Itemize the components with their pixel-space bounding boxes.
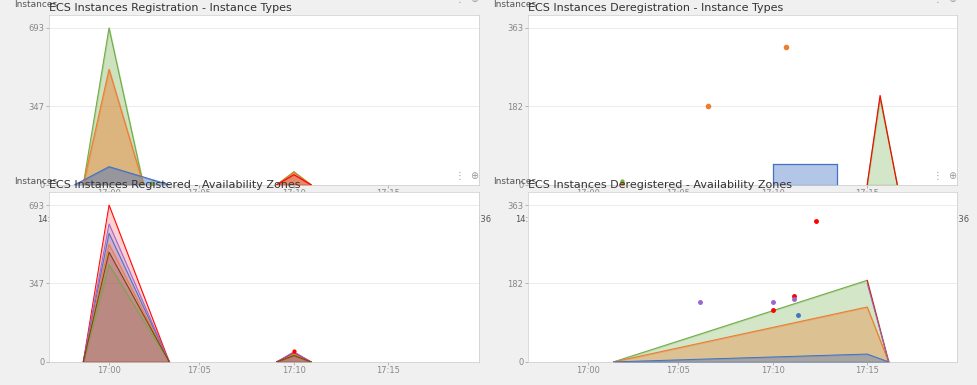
Text: 17:36: 17:36 [946,215,969,224]
Text: ECS Instances Registration - Instance Types: ECS Instances Registration - Instance Ty… [49,3,291,13]
Text: Instances: Instances [493,177,536,186]
Text: ECS Instances Registered - Availability Zones: ECS Instances Registered - Availability … [49,180,300,190]
Text: 14:36: 14:36 [516,215,539,224]
Text: ⋮  ⊕: ⋮ ⊕ [933,0,957,3]
Text: 14:36: 14:36 [37,215,61,224]
Text: ⋮  ⊕: ⋮ ⊕ [454,0,479,3]
Text: 16:36: 16:36 [799,215,824,224]
Legend: c4.xlarge, c5.large, c5.xlarge, m4.xlarge: c4.xlarge, c5.large, c5.xlarge, m4.xlarg… [53,294,260,303]
Text: Instances: Instances [493,0,536,8]
Text: Instances: Instances [15,0,58,8]
Text: ⋮  ⊕: ⋮ ⊕ [933,171,957,181]
Text: ECS Instances Deregistration - Instance Types: ECS Instances Deregistration - Instance … [528,3,783,13]
Text: Instances: Instances [15,177,58,186]
Text: 17:36: 17:36 [467,215,490,224]
Text: ⋮  ⊕: ⋮ ⊕ [454,171,479,181]
Text: ECS Instances Deregistered - Availability Zones: ECS Instances Deregistered - Availabilit… [528,180,791,190]
Text: 16:36: 16:36 [320,215,345,224]
Legend: c4.xlarge, c5.large, c5.xlarge, m4.xlarge: c4.xlarge, c5.large, c5.xlarge, m4.xlarg… [531,294,739,303]
Text: 15:36: 15:36 [179,215,202,224]
Text: 15:36: 15:36 [658,215,681,224]
